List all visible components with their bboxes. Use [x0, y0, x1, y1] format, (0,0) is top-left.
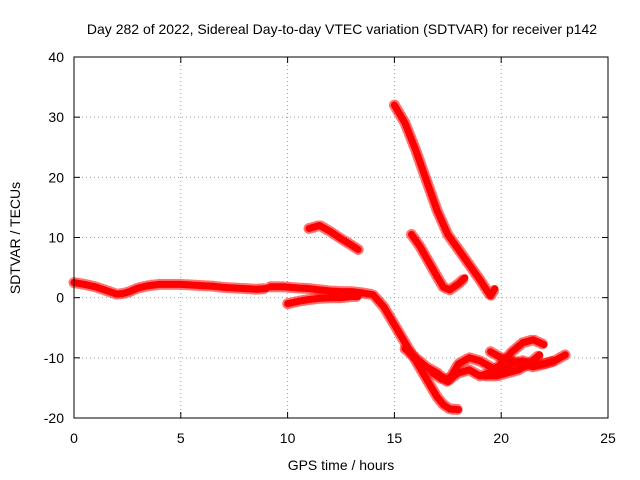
series-markers-track-c [282, 291, 364, 310]
series-markers-track-f [406, 229, 471, 296]
x-tick-label: 5 [177, 430, 185, 446]
series-markers-track-b [265, 281, 464, 416]
y-tick-label: -10 [44, 350, 64, 366]
y-tick-label: 10 [48, 230, 64, 246]
y-tick-label: 30 [48, 109, 64, 125]
y-tick-label: 0 [56, 290, 64, 306]
x-tick-label: 25 [600, 430, 616, 446]
x-tick-label: 15 [387, 430, 403, 446]
y-tick-label: -20 [44, 410, 64, 426]
x-tick-label: 10 [280, 430, 296, 446]
series-markers-track-a [68, 277, 272, 300]
x-tick-label: 20 [493, 430, 509, 446]
y-tick-label: 20 [48, 169, 64, 185]
y-tick-labels: -20 -10 0 10 20 30 40 [44, 49, 64, 426]
y-tick-label: 40 [48, 49, 64, 65]
series-markers-track-e [388, 99, 501, 302]
series-markers-track-j [480, 349, 546, 382]
x-axis-label: GPS time / hours [288, 457, 395, 473]
series-markers-track-d [303, 220, 364, 255]
y-axis-label: SDTVAR / TECUs [7, 182, 23, 294]
chart-ticks [73, 56, 609, 419]
chart-series [68, 99, 571, 416]
x-tick-labels: 0 5 10 15 20 25 [70, 430, 616, 446]
x-tick-label: 0 [70, 430, 78, 446]
chart-title: Day 282 of 2022, Sidereal Day-to-day VTE… [87, 21, 597, 37]
